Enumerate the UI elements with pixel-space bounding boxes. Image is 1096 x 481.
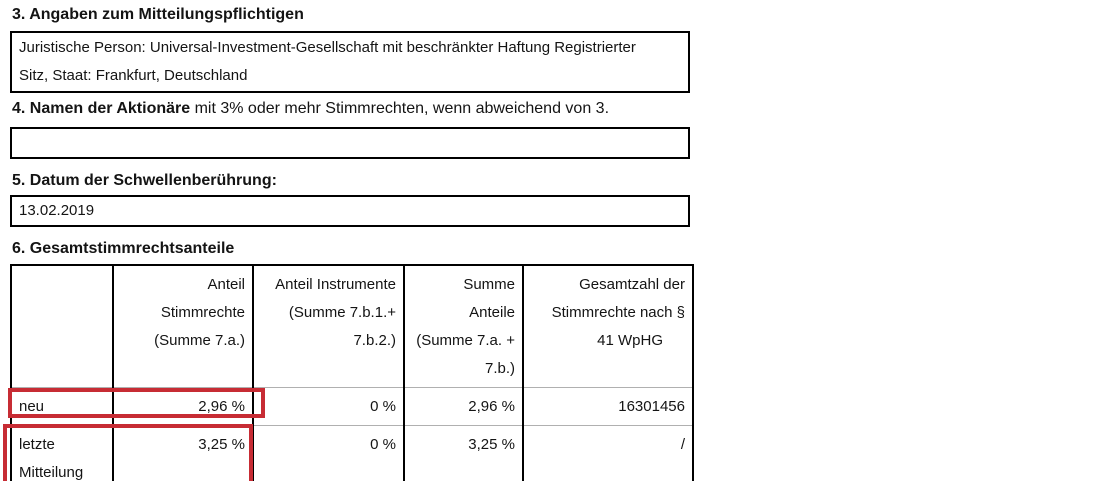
value-cell-gesamtzahl: / — [522, 425, 694, 481]
header-line: Summe — [463, 276, 515, 293]
value-cell-summe-anteile: 3,25 % — [403, 425, 524, 481]
table-row-neu: neu 2,96 % 0 % 2,96 % 16301456 — [10, 387, 694, 426]
section-3-title: 3. Angaben zum Mitteilungspflichtigen — [12, 6, 304, 23]
table-header-row: Anteil Stimmrechte (Summe 7.a.) Anteil I… — [10, 264, 694, 388]
header-line: 41 WpHG — [597, 332, 663, 349]
header-empty-cell — [10, 264, 114, 388]
section-4-title-bold: 4. Namen der Aktionäre — [12, 100, 191, 117]
header-gesamtzahl-stimmrechte: Gesamtzahl der Stimmrechte nach § 41 WpH… — [522, 264, 694, 388]
header-line: Anteil Instrumente — [275, 276, 396, 293]
voting-rights-table-wrap: Anteil Stimmrechte (Summe 7.a.) Anteil I… — [3, 264, 694, 481]
section-3-value-box: Juristische Person: Universal-Investment… — [10, 31, 690, 93]
entity-seat-line: Sitz, Staat: Frankfurt, Deutschland — [19, 67, 248, 84]
section-5-title: 5. Datum der Schwellenberührung: — [12, 172, 277, 189]
section-5-value-box: 13.02.2019 — [10, 195, 690, 227]
value-cell-anteil-instrumente: 0 % — [252, 387, 405, 426]
header-line: (Summe 7.a.) — [154, 332, 245, 349]
header-anteil-instrumente: Anteil Instrumente (Summe 7.b.1.+ 7.b.2.… — [252, 264, 405, 388]
header-line: (Summe 7.a. + — [416, 332, 515, 349]
section-4-title-rest: mit 3% oder mehr Stimmrechten, wenn abwe… — [190, 100, 610, 117]
header-line: Anteil — [207, 276, 245, 293]
value-cell-anteil-instrumente: 0 % — [252, 425, 405, 481]
row-label-cell: letzte Mitteilung — [10, 425, 114, 481]
value-cell-gesamtzahl: 16301456 — [522, 387, 694, 426]
row-label-cell: neu — [10, 387, 114, 426]
section-4-value-box — [10, 127, 690, 159]
section-4-title: 4. Namen der Aktionäre mit 3% oder mehr … — [12, 99, 1096, 118]
entity-name-line: Juristische Person: Universal-Investment… — [19, 39, 636, 56]
row-label-line: Mitteilung — [19, 464, 84, 481]
header-summe-anteile: Summe Anteile (Summe 7.a. + 7.b.) — [403, 264, 524, 388]
row-label-line: letzte — [19, 436, 55, 453]
header-line: Stimmrechte nach § — [551, 304, 685, 321]
header-line: Anteile — [469, 304, 515, 321]
value-cell-summe-anteile: 2,96 % — [403, 387, 524, 426]
header-line: Stimmrechte — [160, 304, 245, 321]
table-row-letzte-mitteilung: letzte Mitteilung 3,25 % 0 % 3,25 % / — [10, 425, 694, 481]
section-6-title: 6. Gesamtstimmrechtsanteile — [12, 240, 235, 257]
header-line: 7.b.2.) — [353, 332, 396, 349]
header-anteil-stimmrechte: Anteil Stimmrechte (Summe 7.a.) — [112, 264, 254, 388]
value-cell-anteil-stimmrechte: 3,25 % — [112, 425, 254, 481]
header-line: (Summe 7.b.1.+ — [288, 304, 396, 321]
voting-rights-table: Anteil Stimmrechte (Summe 7.a.) Anteil I… — [10, 264, 694, 481]
value-cell-anteil-stimmrechte: 2,96 % — [112, 387, 254, 426]
header-line: Gesamtzahl der — [579, 276, 685, 293]
row-label-line: neu — [19, 398, 45, 415]
threshold-date-value: 13.02.2019 — [19, 202, 95, 219]
header-line: 7.b.) — [484, 360, 515, 377]
